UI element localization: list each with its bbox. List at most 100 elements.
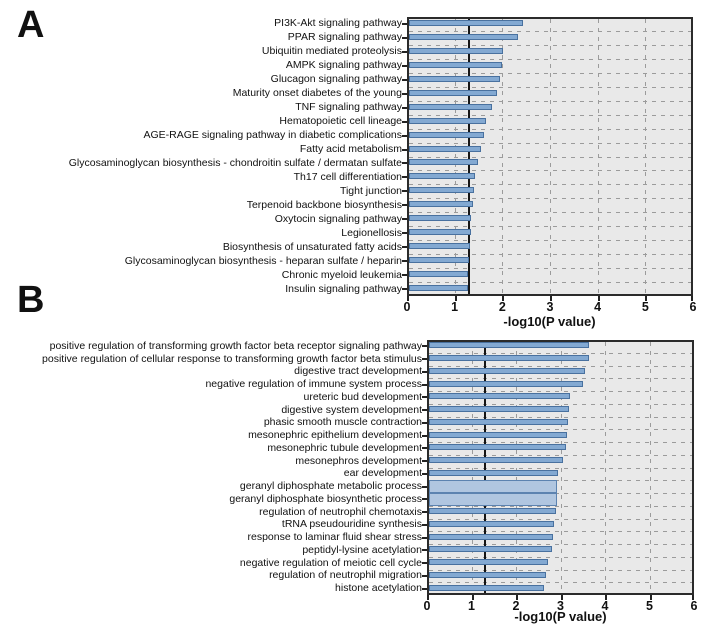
y-axis-tick: [422, 523, 427, 526]
y-axis-tick: [422, 562, 427, 565]
bar: [409, 215, 472, 222]
y-axis-tick: [422, 485, 427, 488]
x-axis-tick: [649, 595, 652, 600]
gridline-horizontal: [409, 240, 691, 242]
gridline-horizontal: [429, 544, 692, 545]
category-label: Th17 cell differentiation: [293, 170, 402, 183]
y-axis-tick: [402, 64, 407, 67]
bar: [409, 75, 500, 82]
y-axis-tick: [402, 176, 407, 179]
y-axis-tick: [422, 383, 427, 386]
category-label: Terpenoid backbone biosynthesis: [246, 198, 402, 211]
panel-label-a: A: [17, 4, 45, 46]
category-label: ear development: [343, 467, 422, 480]
y-axis-tick: [402, 232, 407, 235]
gridline-horizontal: [409, 184, 691, 186]
category-label: tRNA pseudouridine synthesis: [281, 518, 422, 531]
y-axis-tick: [422, 460, 427, 463]
x-axis-tick: [471, 595, 474, 600]
bar: [409, 159, 478, 166]
gridline-horizontal: [409, 100, 691, 102]
x-axis-tick: [407, 296, 409, 301]
gridline-horizontal: [409, 212, 691, 214]
y-axis-tick: [422, 345, 427, 348]
category-label: PPAR signaling pathway: [287, 31, 402, 44]
category-label: mesonephric epithelium development: [248, 429, 422, 442]
x-axis-tick-label: 6: [690, 599, 698, 613]
category-label: positive regulation of transforming grow…: [49, 339, 422, 352]
bar: [429, 508, 557, 515]
y-axis-tick: [402, 106, 407, 109]
y-axis-tick: [422, 549, 427, 552]
x-axis-tick-label: 1: [468, 599, 475, 613]
category-label: AMPK signaling pathway: [285, 59, 402, 72]
gridline-horizontal: [409, 114, 691, 116]
gridline-horizontal: [429, 391, 692, 392]
category-label: Glycosaminoglycan biosynthesis - chondro…: [68, 156, 402, 169]
x-axis-tick-label: 0: [403, 300, 411, 314]
category-label: peptidyl-lysine acetylation: [302, 543, 422, 556]
x-axis-tick: [605, 595, 607, 600]
gridline-horizontal: [429, 429, 692, 431]
bar: [409, 285, 468, 292]
category-label: negative regulation of meiotic cell cycl…: [239, 556, 422, 569]
x-axis-tick: [597, 296, 600, 301]
bar: [429, 342, 589, 349]
bar: [409, 257, 470, 264]
y-axis-tick: [422, 434, 427, 437]
x-axis-tick: [645, 296, 648, 301]
y-axis-tick: [402, 134, 407, 137]
bar: [409, 131, 484, 138]
gridline-horizontal: [429, 378, 692, 380]
gridline-horizontal: [429, 416, 692, 418]
bar: [409, 201, 473, 208]
gridline-horizontal: [429, 480, 692, 482]
category-label: Insulin signaling pathway: [285, 282, 402, 295]
category-label: Oxytocin signaling pathway: [274, 212, 402, 225]
category-label: Tight junction: [339, 184, 402, 197]
bar: [429, 571, 547, 578]
gridline-horizontal: [429, 518, 692, 520]
x-axis-label-b: -log10(P value): [514, 609, 607, 624]
y-axis-tick: [402, 92, 407, 95]
y-axis-tick: [402, 260, 407, 263]
category-label: Legionellosis: [341, 226, 402, 239]
gridline-horizontal: [429, 403, 692, 405]
x-axis-tick-label: 6: [689, 300, 697, 314]
x-axis-tick: [427, 595, 429, 600]
y-axis-tick: [422, 498, 427, 501]
bar: [409, 47, 504, 54]
bar: [429, 457, 563, 464]
x-axis-tick-label: 4: [594, 300, 602, 314]
bar: [429, 355, 589, 362]
bar: [409, 19, 523, 26]
y-axis-tick: [402, 78, 407, 81]
bar: [429, 520, 554, 527]
gridline-horizontal: [429, 505, 692, 507]
category-label: AGE-RAGE signaling pathway in diabetic c…: [143, 129, 402, 142]
bar: [429, 559, 548, 566]
bar: [409, 187, 474, 194]
y-axis-tick: [422, 447, 427, 450]
y-axis-tick: [402, 36, 407, 39]
y-axis-tick: [422, 370, 427, 373]
gridline-horizontal: [429, 454, 692, 456]
category-label: regulation of neutrophil chemotaxis: [259, 505, 422, 518]
y-axis-tick: [422, 511, 427, 514]
y-axis-tick: [422, 396, 427, 399]
bar: [429, 406, 569, 413]
y-axis-tick: [402, 190, 407, 193]
gridline-horizontal: [409, 44, 691, 46]
bar: [429, 469, 558, 476]
gridline-horizontal: [409, 58, 691, 60]
y-axis-tick: [402, 120, 407, 123]
category-label: Maturity onset diabetes of the young: [232, 87, 402, 100]
bar: [429, 393, 570, 400]
x-axis-tick-label: 5: [641, 300, 649, 314]
bar: [429, 493, 557, 506]
category-label: histone acetylation: [335, 582, 422, 595]
gridline-horizontal: [429, 467, 692, 469]
category-label: Ubiquitin mediated proteolysis: [261, 45, 402, 58]
